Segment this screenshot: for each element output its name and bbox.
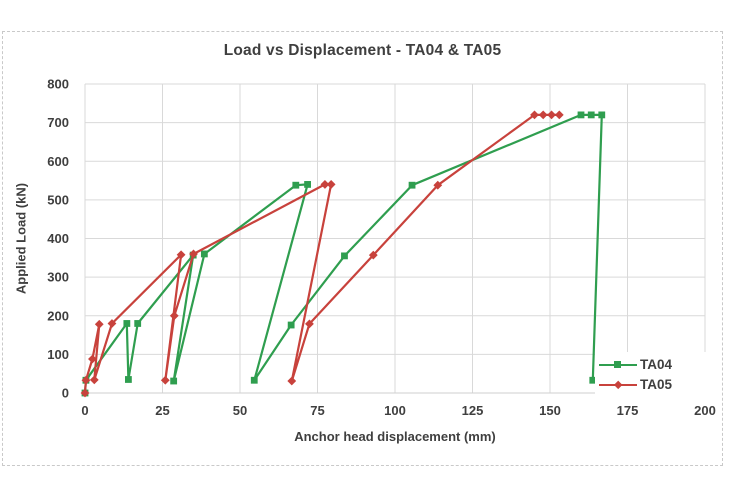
data-point-marker-ta04	[123, 320, 131, 327]
legend-item-ta05[interactable]: TA05	[599, 375, 672, 395]
data-point-marker-ta05	[547, 110, 556, 120]
data-point-marker-ta05	[94, 319, 104, 329]
data-point-marker-ta05	[89, 375, 99, 385]
data-point-marker-ta04	[134, 320, 142, 327]
x-tick-label: 50	[233, 403, 247, 418]
x-tick-label: 100	[384, 403, 406, 418]
y-tick-label: 500	[47, 192, 69, 207]
y-tick-label: 400	[47, 231, 69, 246]
data-point-marker-ta05	[320, 180, 330, 189]
data-point-marker-ta04	[287, 321, 295, 329]
data-point-marker-ta05	[305, 319, 314, 329]
y-tick-label: 600	[47, 154, 69, 169]
diamond-marker-icon	[613, 380, 623, 390]
data-point-marker-ta05	[107, 319, 117, 328]
data-point-marker-ta05	[81, 375, 91, 385]
data-point-marker-ta05	[176, 250, 186, 260]
data-point-marker-ta05	[189, 249, 198, 259]
ta05-line-swatch	[599, 380, 637, 390]
data-point-marker-ta04	[589, 376, 597, 384]
data-point-marker-ta05	[554, 110, 564, 120]
data-point-marker-ta04	[292, 181, 300, 189]
data-point-marker-ta04	[250, 376, 258, 384]
data-point-marker-ta04	[408, 181, 416, 189]
legend-label-ta05: TA05	[640, 377, 673, 392]
legend[interactable]: TA04 TA05	[595, 352, 711, 400]
data-point-marker-ta04	[598, 111, 606, 119]
data-point-marker-ta05	[368, 250, 378, 260]
x-tick-label: 175	[617, 403, 639, 418]
data-point-marker-ta05	[160, 375, 170, 385]
x-tick-label: 200	[694, 403, 716, 418]
data-point-marker-ta05	[538, 110, 548, 120]
data-point-marker-ta04	[200, 250, 208, 258]
x-tick-label: 0	[81, 403, 88, 418]
data-point-marker-ta05	[326, 180, 336, 189]
data-point-marker-ta05	[80, 388, 90, 398]
data-point-marker-ta04	[341, 252, 348, 260]
series-line-ta05	[83, 113, 561, 395]
data-point-marker-ta05	[433, 180, 443, 190]
y-tick-label: 0	[62, 386, 69, 401]
data-point-marker-ta05	[88, 354, 97, 364]
ta04-line-swatch	[599, 361, 637, 369]
x-axis-title: Anchor head displacement (mm)	[294, 429, 496, 444]
data-point-marker-ta04	[125, 376, 132, 383]
x-tick-label: 25	[155, 403, 169, 418]
y-tick-label: 700	[47, 115, 69, 130]
plot-area: 0 25 50 75 100 125 150 175 200 0 100 200 300 400 500 60…	[47, 77, 716, 419]
x-tick-label: 150	[539, 403, 561, 418]
square-marker-icon	[614, 361, 621, 369]
data-point-marker-ta04	[577, 111, 585, 119]
y-tick-label: 200	[47, 308, 69, 323]
x-tick-label: 125	[462, 403, 484, 418]
y-axis-title: Applied Load (kN)	[13, 182, 29, 295]
chart-title: Load vs Displacement - TA04 & TA05	[223, 42, 502, 59]
data-point-marker-ta05	[287, 376, 297, 386]
data-point-marker-ta04	[587, 111, 595, 119]
legend-item-ta04[interactable]: TA04	[599, 355, 672, 375]
y-tick-label: 300	[47, 270, 69, 285]
y-tick-label: 100	[47, 347, 69, 362]
data-point-marker-ta05	[169, 311, 179, 321]
data-point-marker-ta04	[170, 377, 178, 385]
chart-container[interactable]: Load vs Displacement - TA04 & TA05 0 25 50…	[2, 31, 723, 466]
data-point-marker-ta04	[304, 181, 311, 188]
y-tick-label: 800	[47, 77, 69, 92]
data-point-marker-ta05	[530, 110, 539, 120]
x-tick-label: 75	[310, 403, 324, 418]
legend-label-ta04: TA04	[640, 357, 673, 372]
